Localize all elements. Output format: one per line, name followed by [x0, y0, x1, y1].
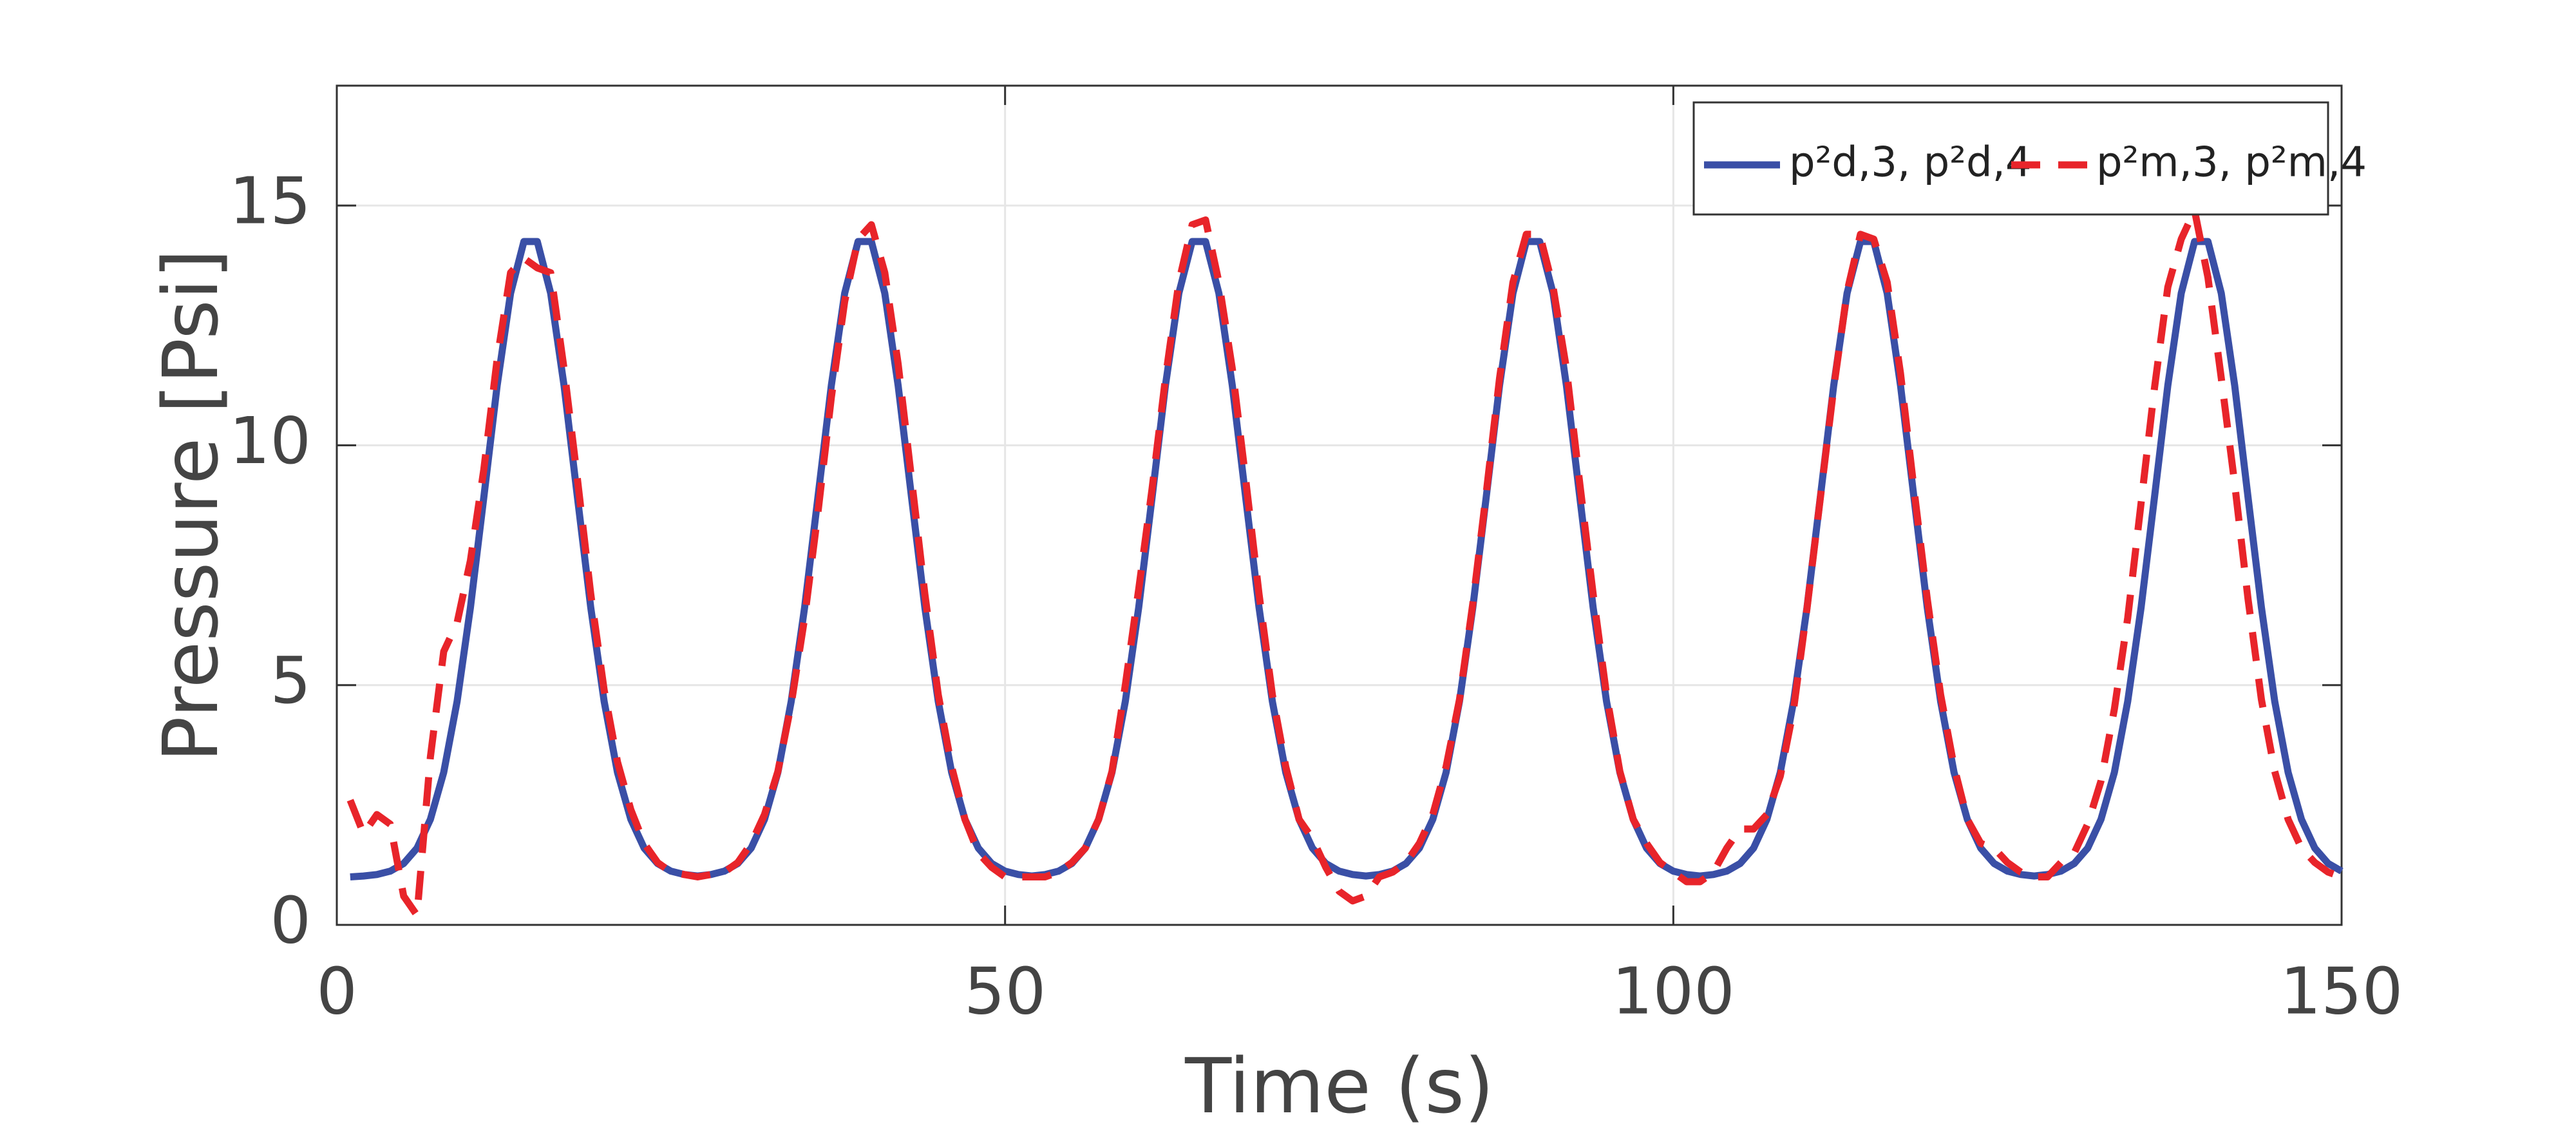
- legend-label: p²d,3, p²d,4: [1789, 139, 2032, 187]
- x-axis-label: Time (s): [1184, 1041, 1494, 1130]
- x-tick-label: 50: [964, 953, 1046, 1029]
- y-tick-label: 5: [270, 643, 311, 718]
- y-tick-label: 10: [229, 403, 311, 479]
- y-tick-label: 0: [270, 882, 311, 958]
- x-tick-label: 150: [2280, 953, 2403, 1029]
- legend-label: p²m,3, p²m,4: [2096, 139, 2367, 187]
- x-tick-label: 100: [1612, 953, 1735, 1029]
- legend-box: [1692, 101, 2329, 216]
- y-tick-label: 15: [229, 163, 311, 238]
- plot-area: [337, 86, 2342, 925]
- x-tick-label: 0: [316, 953, 357, 1029]
- y-axis-label: Pressure [Psi]: [146, 249, 235, 763]
- series-line: [346, 207, 2343, 919]
- axes-box: [336, 84, 2343, 926]
